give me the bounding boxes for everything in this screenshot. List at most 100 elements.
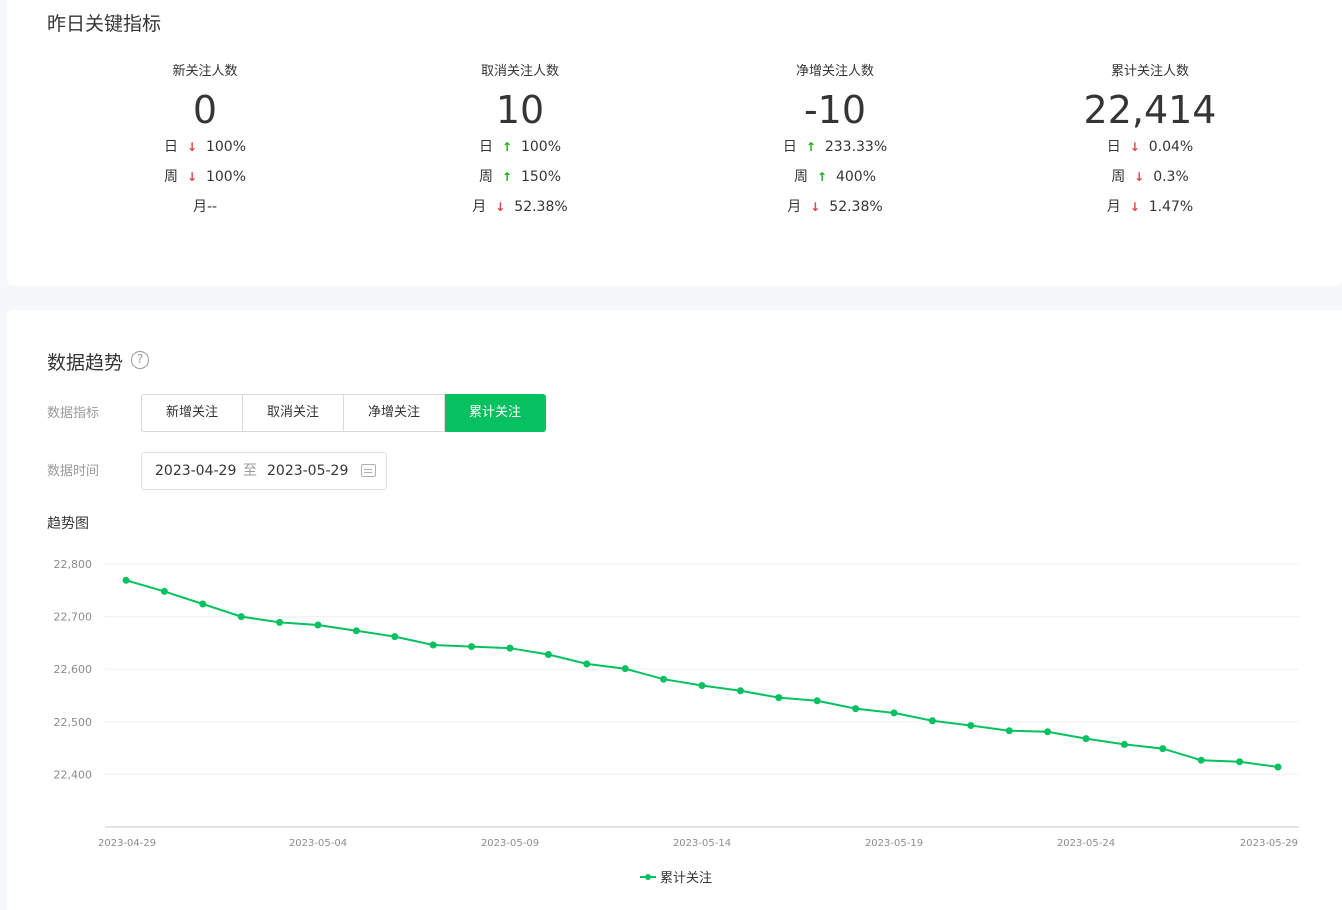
data-point bbox=[429, 641, 437, 649]
arrow-up-icon: ↑ bbox=[816, 170, 828, 184]
x-tick-label: 2023-05-04 bbox=[289, 838, 347, 849]
date-start[interactable]: 2023-04-29 bbox=[155, 463, 237, 479]
compare-percent: 100% bbox=[205, 139, 247, 155]
date-range-picker[interactable]: 2023-04-29 至 2023-05-29 bbox=[141, 452, 387, 490]
arrow-down-icon: ↓ bbox=[1134, 170, 1145, 184]
tab-unfollow[interactable]: 取消关注 bbox=[243, 394, 344, 432]
x-tick-label: 2023-05-14 bbox=[673, 838, 731, 849]
metric-compare-row: 日 ↑ 100% bbox=[370, 132, 670, 162]
compare-percent: 0.04% bbox=[1148, 139, 1194, 155]
metric-label: 数据指标 bbox=[47, 406, 100, 421]
series-line bbox=[125, 579, 1279, 768]
metric-compare-row: 周 ↓ 0.3% bbox=[1000, 162, 1300, 192]
y-tick-label: 22,600 bbox=[54, 663, 93, 676]
data-point bbox=[1236, 758, 1244, 766]
data-point bbox=[1044, 728, 1052, 736]
metric-value: 0 bbox=[192, 88, 218, 132]
arrow-down-icon: ↓ bbox=[1129, 140, 1140, 154]
metric-compare-row: 周 ↓ 100% bbox=[55, 162, 355, 192]
arrow-up-icon: ↑ bbox=[501, 140, 513, 154]
metric-compare-row: 月 ↓ 52.38% bbox=[370, 192, 670, 222]
data-point bbox=[775, 694, 783, 702]
metric-compare-row: 日 ↑ 233.33% bbox=[685, 132, 985, 162]
chart-title: 趋势图 bbox=[47, 516, 89, 532]
data-point bbox=[1159, 745, 1167, 753]
data-point bbox=[1274, 763, 1282, 771]
arrow-down-icon: ↓ bbox=[186, 140, 198, 154]
compare-period: 日 bbox=[782, 139, 797, 155]
key-metrics-title: 昨日关键指标 bbox=[47, 13, 162, 35]
data-point bbox=[544, 650, 552, 658]
metric-card: 净增关注人数 -10 日 ↑ 233.33% 周 ↑ 400% 月 ↓ 52.38% bbox=[685, 62, 985, 222]
metric-compare-row: 日 ↓ 0.04% bbox=[1000, 132, 1300, 162]
trend-card: 数据趋势 ? 数据指标 新增关注 取消关注 净增关注 累计关注 数据时间 202… bbox=[7, 310, 1342, 910]
metric-label: 取消关注人数 bbox=[480, 64, 559, 79]
data-point bbox=[237, 613, 245, 621]
data-point bbox=[1197, 756, 1205, 764]
metric-compare-row: 周 ↑ 150% bbox=[370, 162, 670, 192]
data-point bbox=[160, 587, 168, 595]
date-end[interactable]: 2023-05-29 bbox=[267, 463, 349, 479]
data-point bbox=[1005, 727, 1013, 735]
data-point bbox=[199, 600, 207, 608]
compare-percent: 100% bbox=[520, 139, 562, 155]
compare-percent: 400% bbox=[835, 169, 877, 185]
compare-percent: 52.38% bbox=[829, 199, 883, 215]
compare-period: 周 bbox=[163, 169, 178, 185]
data-point bbox=[1120, 740, 1128, 748]
x-tick-label: 2023-05-19 bbox=[865, 838, 923, 849]
y-tick-label: 22,400 bbox=[54, 768, 93, 781]
arrow-up-icon: ↑ bbox=[501, 170, 513, 184]
date-separator: 至 bbox=[243, 463, 257, 479]
x-tick-label: 2023-05-09 bbox=[481, 838, 539, 849]
tab-new-follow[interactable]: 新增关注 bbox=[141, 394, 243, 432]
data-point bbox=[1082, 735, 1090, 743]
data-point bbox=[890, 709, 898, 717]
data-point bbox=[813, 697, 821, 705]
metric-compare-row: 日 ↓ 100% bbox=[55, 132, 355, 162]
tab-net-follow[interactable]: 净增关注 bbox=[344, 394, 445, 432]
data-point bbox=[698, 682, 706, 690]
data-point bbox=[276, 618, 284, 626]
data-point bbox=[928, 717, 936, 725]
compare-percent: 52.38% bbox=[514, 199, 568, 215]
compare-percent: 100% bbox=[205, 169, 247, 185]
compare-period: 月 bbox=[1106, 199, 1121, 215]
arrow-down-icon: ↓ bbox=[1129, 200, 1140, 214]
x-tick-label: 2023-04-29 bbox=[98, 838, 156, 849]
metric-compare-row: 月 ↓ 52.38% bbox=[685, 192, 985, 222]
trend-chart: 22,400 22,500 22,600 22,700 22,800 2023-04-29… bbox=[54, 558, 1299, 849]
compare-period: 周 bbox=[1111, 169, 1126, 185]
date-label: 数据时间 bbox=[47, 464, 100, 479]
chart-legend[interactable]: 累计关注 bbox=[640, 867, 712, 886]
legend-swatch bbox=[640, 872, 656, 882]
data-point bbox=[506, 644, 514, 652]
calendar-icon[interactable] bbox=[361, 464, 376, 477]
data-point bbox=[314, 621, 322, 629]
data-point bbox=[468, 643, 476, 651]
metric-tabs: 新增关注 取消关注 净增关注 累计关注 bbox=[141, 394, 546, 432]
metric-card: 取消关注人数 10 日 ↑ 100% 周 ↑ 150% 月 ↓ 52.38% bbox=[370, 62, 670, 222]
arrow-down-icon: ↓ bbox=[810, 200, 821, 214]
arrow-up-icon: ↑ bbox=[805, 140, 816, 154]
compare-percent: 1.47% bbox=[1148, 199, 1194, 215]
y-tick-label: 22,800 bbox=[54, 558, 93, 571]
compare-period: 周 bbox=[793, 169, 808, 185]
metric-label: 累计关注人数 bbox=[1110, 64, 1189, 79]
y-tick-label: 22,700 bbox=[54, 611, 93, 624]
compare-period: 周 bbox=[478, 169, 493, 185]
tab-total-follow[interactable]: 累计关注 bbox=[445, 394, 546, 432]
metric-compare-row: 月-- bbox=[55, 192, 355, 222]
compare-period: 日 bbox=[478, 139, 493, 155]
x-tick-label: 2023-05-29 bbox=[1240, 838, 1298, 849]
metric-card: 新关注人数 0 日 ↓ 100% 周 ↓ 100% 月-- bbox=[55, 62, 355, 222]
arrow-down-icon: ↓ bbox=[495, 200, 506, 214]
help-circle-icon[interactable]: ? bbox=[131, 351, 149, 369]
trend-title: 数据趋势 bbox=[47, 352, 124, 374]
data-point bbox=[852, 705, 860, 713]
metric-value: 10 bbox=[495, 88, 545, 132]
metric-compare-row: 周 ↑ 400% bbox=[685, 162, 985, 192]
data-point bbox=[736, 687, 744, 695]
metric-label: 新关注人数 bbox=[172, 64, 238, 79]
compare-percent: 150% bbox=[520, 169, 562, 185]
